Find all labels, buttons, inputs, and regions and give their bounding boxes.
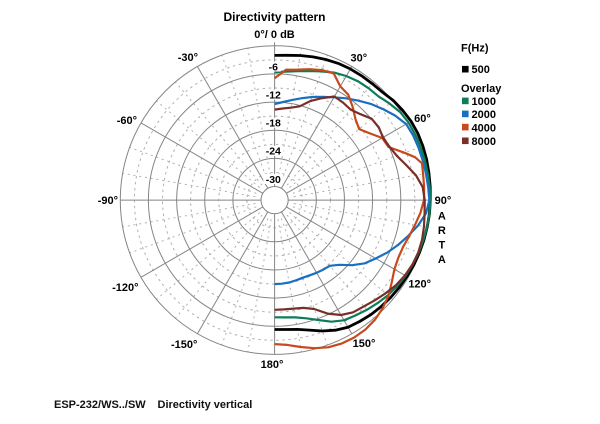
svg-text:0°/ 0 dB: 0°/ 0 dB (254, 29, 295, 41)
svg-text:2000: 2000 (472, 109, 496, 121)
svg-text:-30°: -30° (178, 52, 198, 64)
svg-text:-24: -24 (266, 146, 281, 158)
svg-text:150°: 150° (353, 338, 376, 350)
svg-text:-120°: -120° (112, 282, 138, 294)
svg-text:-12: -12 (266, 89, 281, 101)
svg-text:500: 500 (472, 64, 490, 76)
svg-text:-60°: -60° (117, 115, 137, 127)
svg-text:A: A (438, 254, 446, 266)
svg-text:-150°: -150° (171, 339, 197, 351)
svg-text:F(Hz): F(Hz) (461, 43, 489, 55)
svg-text:120°: 120° (408, 278, 431, 290)
svg-text:A: A (438, 210, 446, 222)
svg-text:-18: -18 (266, 118, 281, 130)
svg-text:ESP-232/WS../SW: ESP-232/WS../SW (54, 399, 146, 411)
svg-text:90°: 90° (435, 195, 452, 207)
svg-text:30°: 30° (350, 53, 367, 65)
svg-text:-30: -30 (266, 174, 281, 186)
svg-text:R: R (438, 225, 446, 237)
svg-text:-6: -6 (269, 61, 278, 73)
svg-text:1000: 1000 (472, 96, 496, 108)
svg-text:4000: 4000 (472, 122, 496, 134)
svg-text:Directivity vertical: Directivity vertical (158, 399, 253, 411)
svg-text:180°: 180° (261, 359, 284, 371)
svg-text:8000: 8000 (472, 136, 496, 148)
svg-text:-90°: -90° (98, 195, 118, 207)
svg-text:Directivity pattern: Directivity pattern (223, 10, 325, 24)
svg-text:60°: 60° (414, 113, 431, 125)
svg-text:Overlay: Overlay (461, 83, 502, 95)
svg-text:T: T (439, 239, 446, 251)
